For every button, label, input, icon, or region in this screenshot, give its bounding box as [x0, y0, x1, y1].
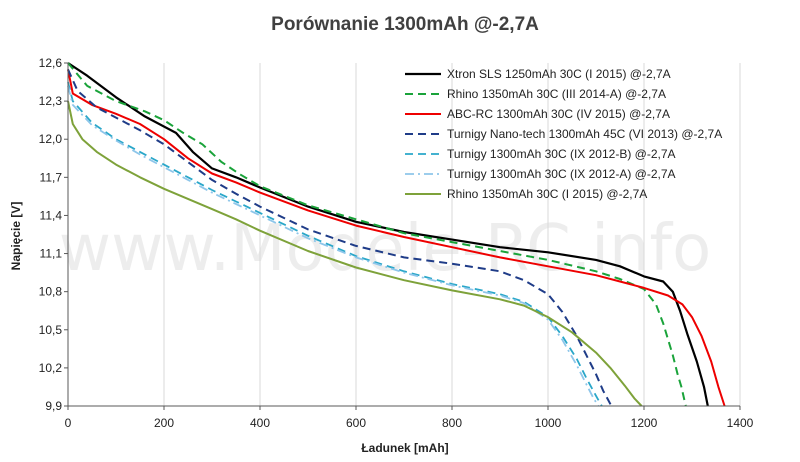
legend-label-1: Xtron SLS 1250mAh 30C (I 2015) @-2,7A: [447, 67, 671, 81]
y-tick-label: 10,8: [39, 285, 63, 299]
legend-label-3: ABC-RC 1300mAh 30C (IV 2015) @-2,7A: [447, 107, 670, 121]
legend-label-4: Turnigy Nano-tech 1300mAh 45C (VI 2013) …: [447, 127, 722, 141]
legend-label-6: Turnigy 1300mAh 30C (IX 2012-A) @-2,7A: [447, 167, 676, 181]
series-line-2: [67, 62, 687, 407]
y-tick-label: 11,7: [40, 170, 63, 184]
legend: Xtron SLS 1250mAh 30C (I 2015) @-2,7A Rhi…: [405, 67, 722, 201]
y-axis-label: Napięcie [V]: [9, 202, 23, 271]
series-line-4: [67, 68, 613, 407]
y-tick-label: 10,2: [39, 361, 63, 375]
y-tick-label: 12,3: [39, 94, 63, 108]
y-tick-label: 11,4: [40, 208, 63, 222]
series-line-6: [67, 85, 600, 407]
x-tick-label: 400: [250, 416, 270, 430]
x-tick-label: 800: [442, 416, 462, 430]
legend-label-5: Turnigy 1300mAh 30C (IX 2012-B) @-2,7A: [447, 147, 676, 161]
legend-label-7: Rhino 1350mAh 30C (I 2015) @-2,7A: [447, 187, 647, 201]
y-tick-label: 12,0: [39, 132, 63, 146]
series-line-3: [67, 69, 726, 407]
y-tick-label: 11,1: [40, 247, 63, 261]
legend-label-2: Rhino 1350mAh 30C (III 2014-A) @-2,7A: [447, 87, 666, 101]
series-group: [67, 62, 726, 407]
y-tick-label: 12,6: [39, 56, 63, 70]
y-tick-label: 9,9: [45, 399, 62, 413]
x-tick-label: 1400: [727, 416, 754, 430]
series-line-5: [67, 81, 603, 407]
axes: 9,9 10,2 10,5 10,8 11,1 11,4 11,7 12,0 12,3 12,6 0…: [39, 56, 754, 430]
grid: [163, 63, 741, 406]
y-tick-label: 10,5: [39, 323, 63, 337]
chart-title: Porównanie 1300mAh @-2,7A: [271, 14, 539, 35]
x-tick-label: 200: [154, 416, 174, 430]
x-axis-label: Ładunek [mAh]: [361, 441, 448, 455]
series-line-7: [67, 100, 643, 407]
x-tick-label: 600: [346, 416, 366, 430]
series-line-1: [67, 62, 709, 407]
x-tick-label: 1000: [535, 416, 562, 430]
x-tick-label: 1200: [631, 416, 658, 430]
x-tick-label: 0: [65, 416, 72, 430]
